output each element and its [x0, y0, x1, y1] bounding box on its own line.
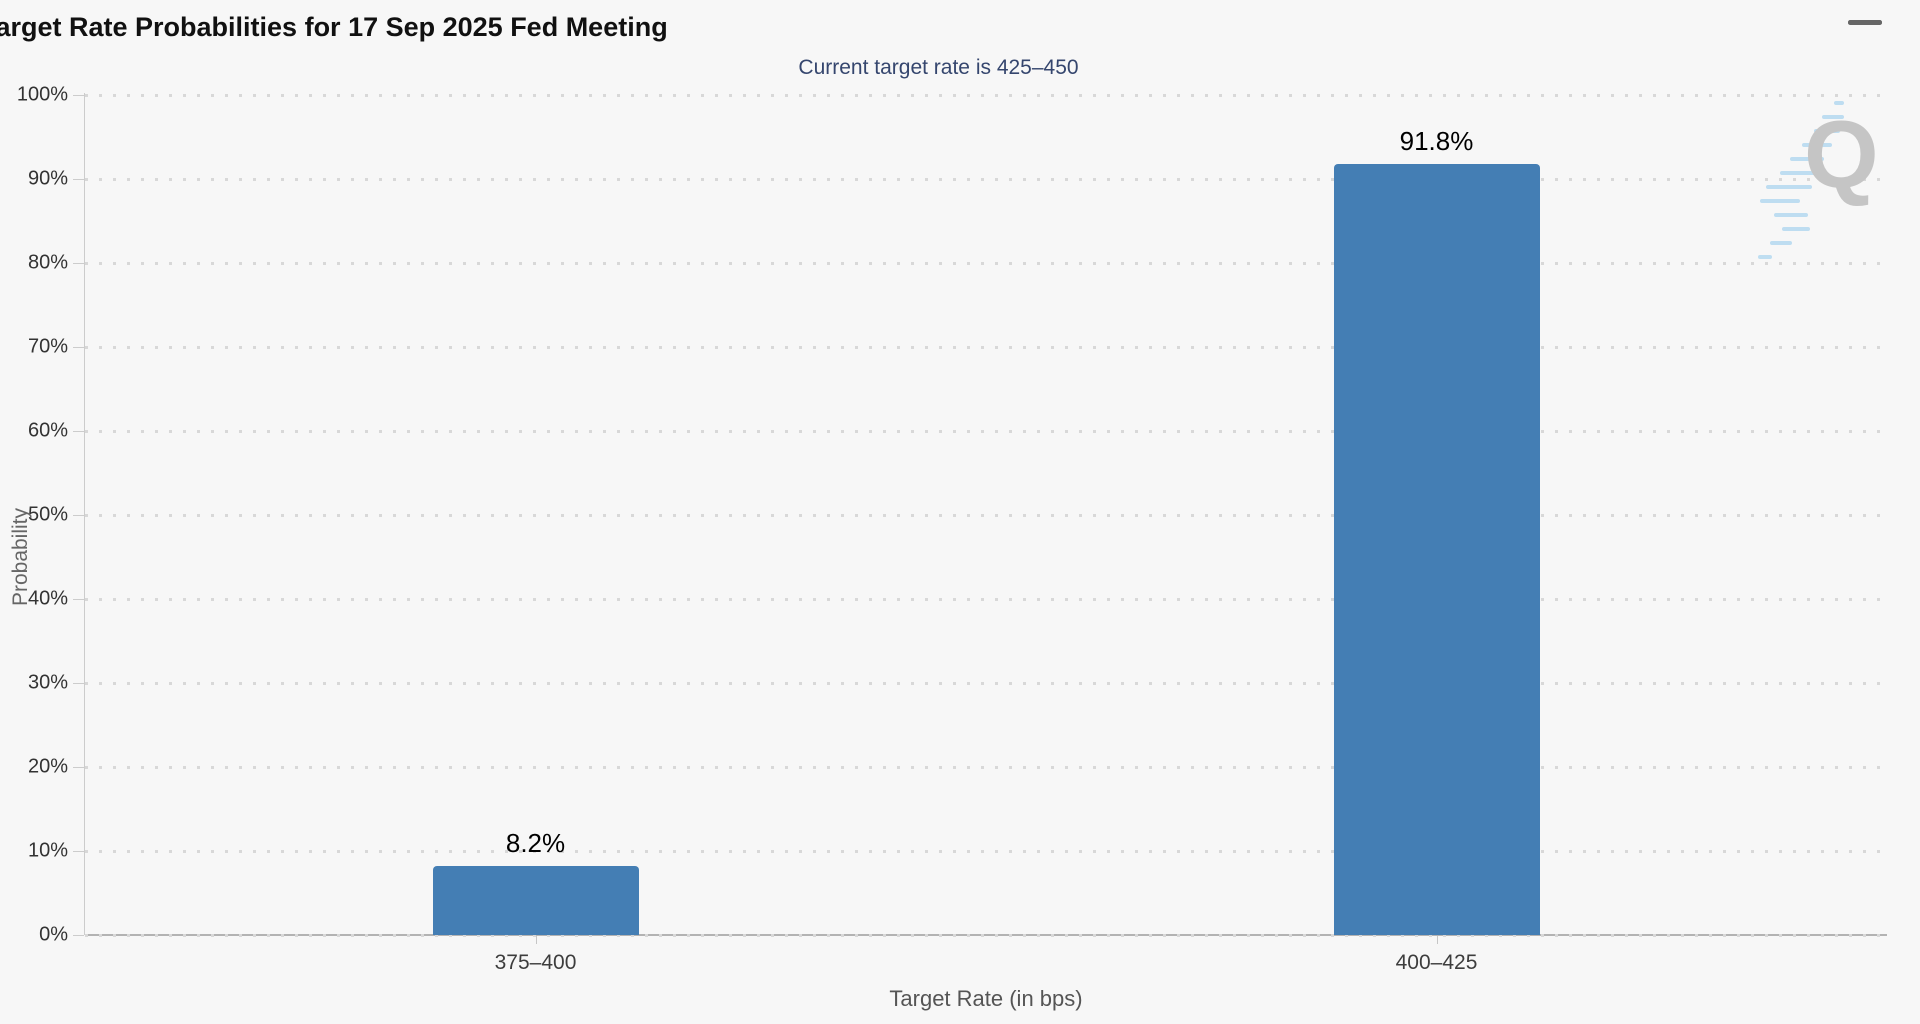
y-axis-tick [73, 683, 84, 684]
y-axis-label: 0% [39, 923, 68, 946]
gridline-10% [85, 850, 1887, 853]
gridline-30% [85, 682, 1887, 685]
y-axis-label: 70% [27, 335, 68, 358]
bar-375–400[interactable] [433, 866, 639, 935]
y-axis-label: 50% [27, 503, 68, 526]
y-axis-label: 60% [27, 419, 68, 442]
gridline-100% [85, 94, 1887, 97]
y-axis-tick [73, 347, 84, 348]
bar-value-label: 8.2% [505, 828, 566, 858]
y-axis-label: 20% [27, 755, 68, 778]
y-axis-tick [73, 599, 84, 600]
y-axis-tick [73, 263, 84, 264]
gridline-60% [85, 430, 1887, 433]
x-axis-title: Target Rate (in bps) [889, 986, 1083, 1011]
y-axis-label: 90% [27, 167, 68, 190]
y-axis-line [84, 93, 85, 935]
x-axis-tick [1437, 936, 1438, 944]
y-axis-tick [73, 851, 84, 852]
y-axis-label: 10% [27, 839, 68, 862]
gridline-70% [85, 346, 1887, 349]
y-axis-tick [73, 95, 84, 96]
y-axis-tick [73, 935, 84, 936]
gridline-0% [85, 934, 1887, 937]
y-axis-label: 100% [16, 83, 68, 106]
y-axis-label: 40% [27, 587, 68, 610]
y-axis-label: 80% [27, 251, 68, 274]
bar-value-label: 91.8% [1399, 126, 1474, 156]
chart-title: Target Rate Probabilities for 17 Sep 202… [0, 12, 668, 42]
gridline-80% [85, 262, 1887, 265]
x-axis-tick [536, 936, 537, 944]
y-axis-tick [73, 179, 84, 180]
y-axis-title: Probability [9, 507, 33, 607]
y-axis-tick [73, 431, 84, 432]
gridline-50% [85, 514, 1887, 517]
y-axis-tick [73, 767, 84, 768]
gridline-40% [85, 598, 1887, 601]
y-axis-label: 30% [27, 671, 68, 694]
gridline-20% [85, 766, 1887, 769]
bar-400–425[interactable] [1334, 164, 1540, 935]
chart-subtitle: Current target rate is 425–450 [798, 56, 1079, 79]
gridline-90% [85, 178, 1887, 181]
x-axis-label: 400–425 [1395, 951, 1478, 974]
x-axis-label: 375–400 [494, 951, 577, 974]
y-axis-tick [73, 515, 84, 516]
chart-context-menu-button[interactable] [1848, 20, 1882, 46]
plot-area [85, 94, 1887, 937]
